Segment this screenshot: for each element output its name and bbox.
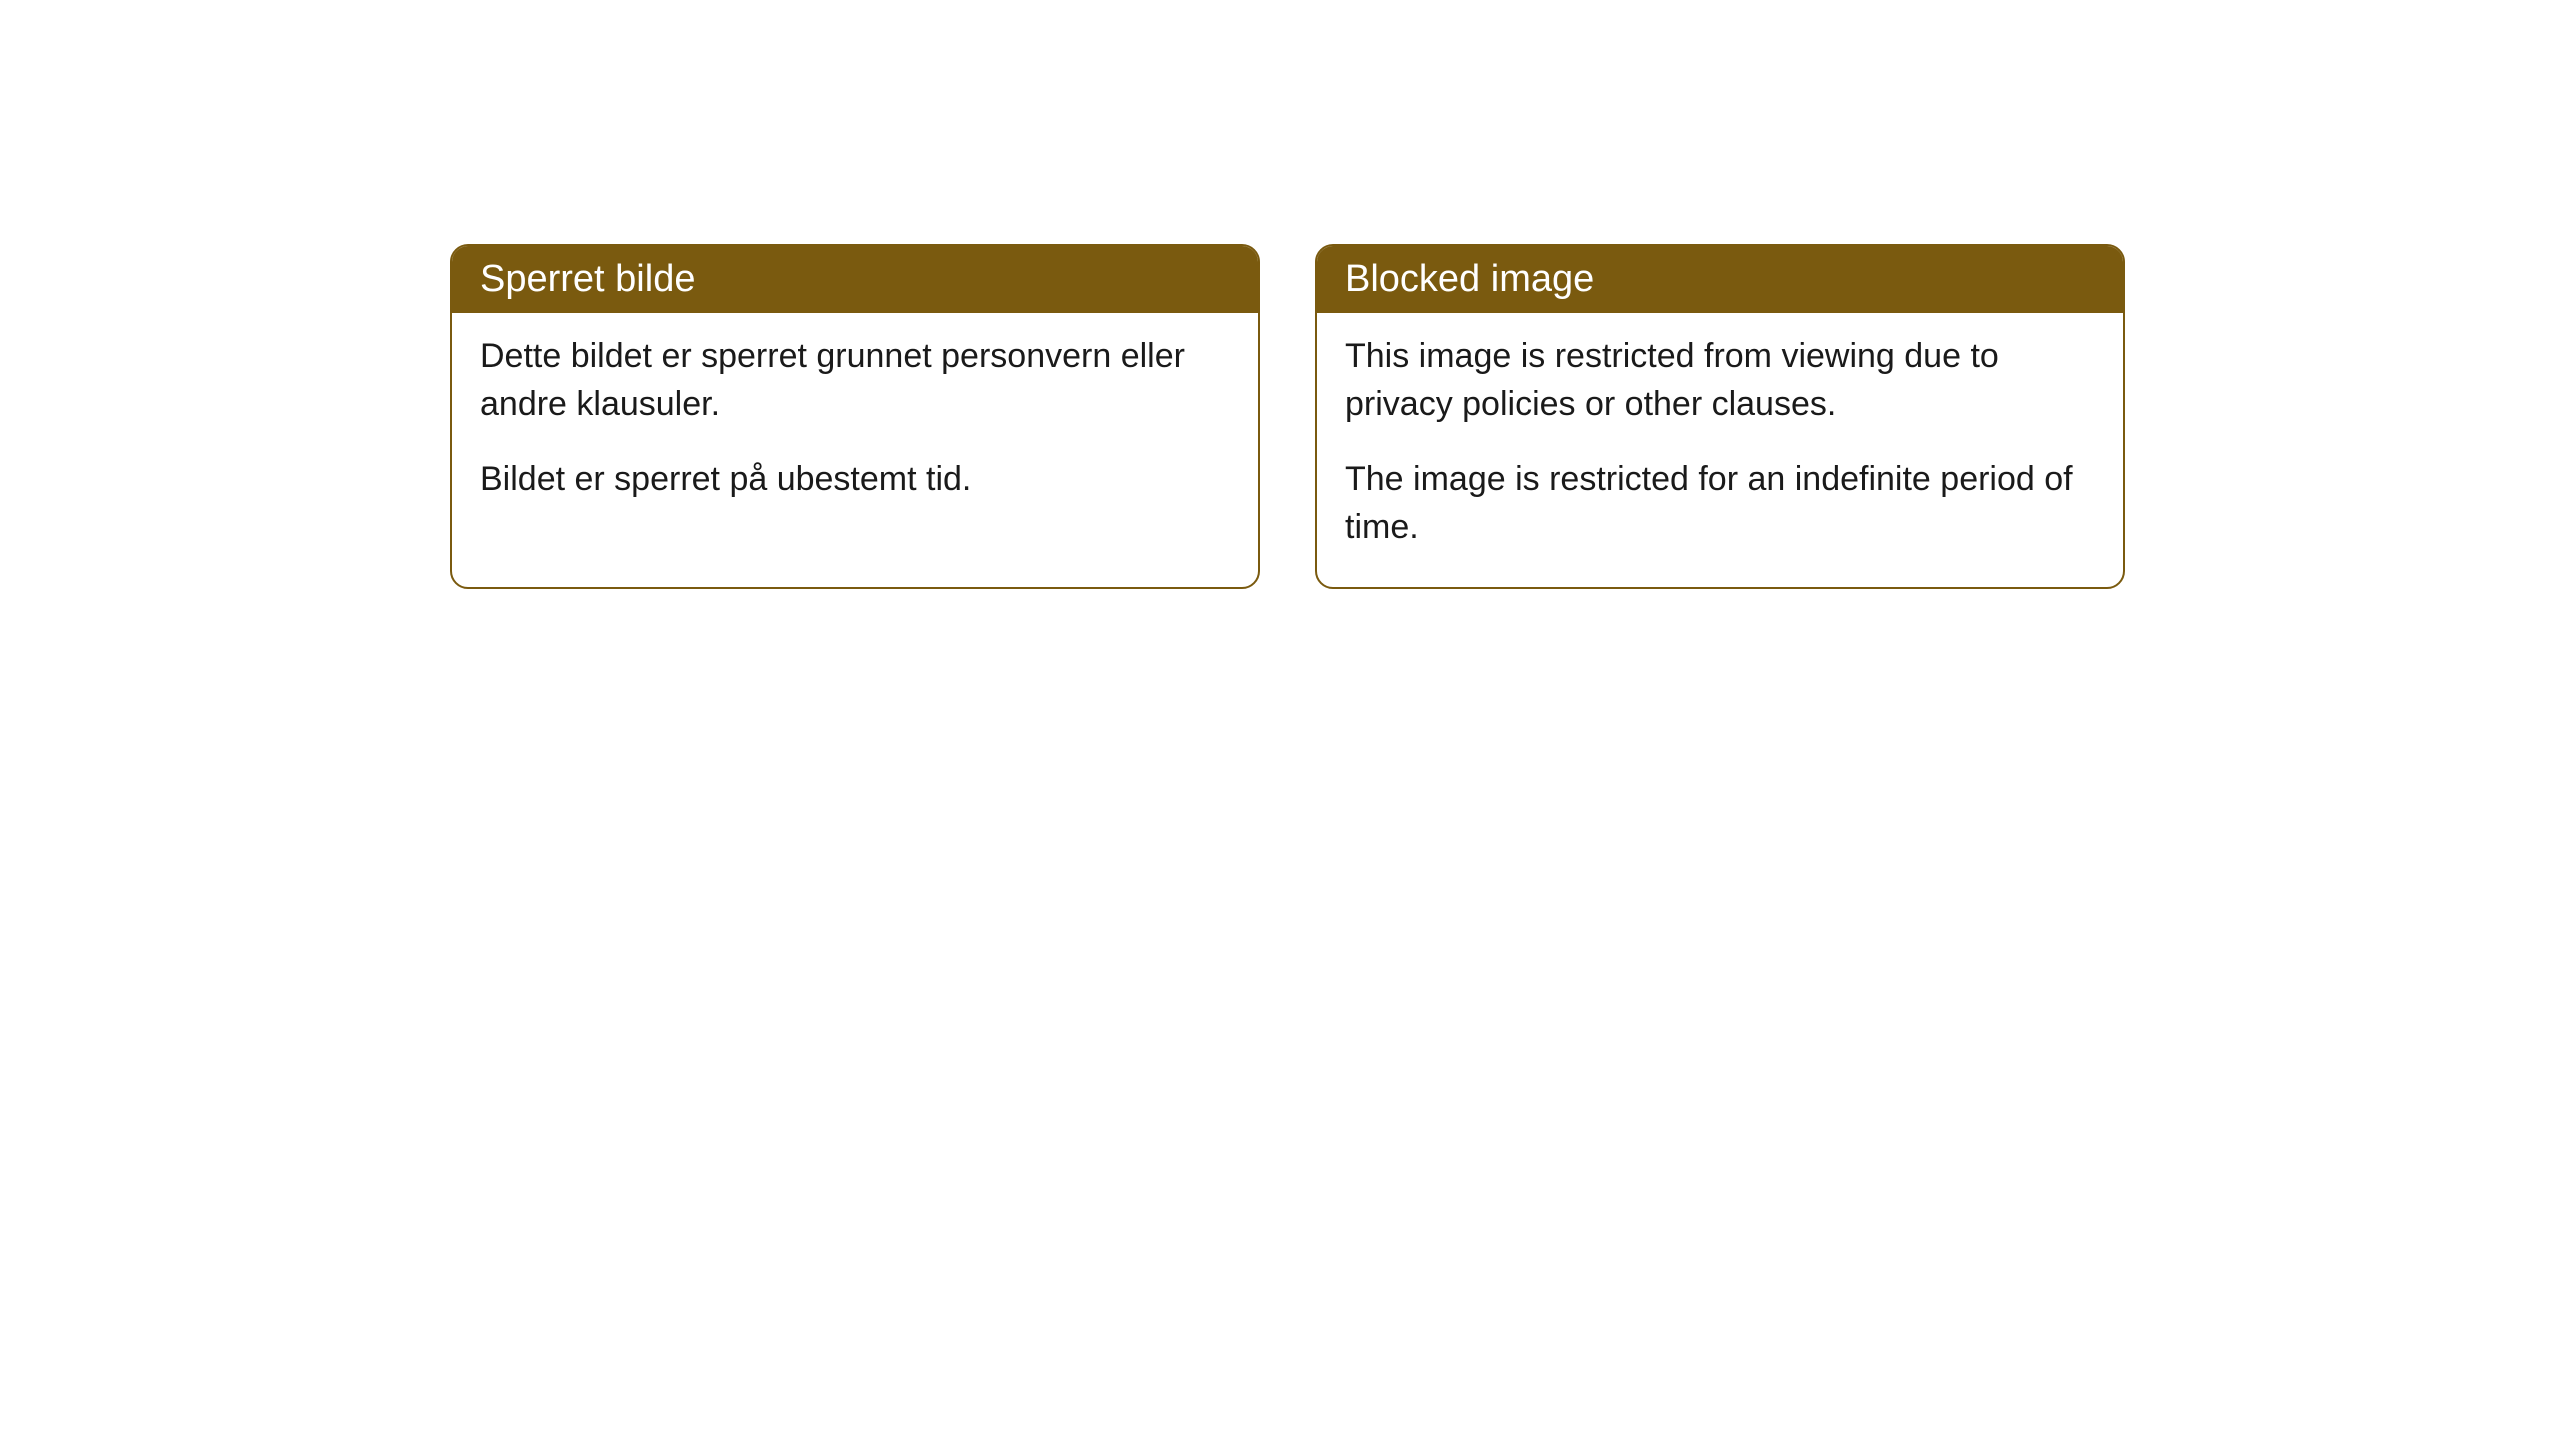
card-paragraph: Bildet er sperret på ubestemt tid.	[480, 456, 1230, 504]
card-paragraph: Dette bildet er sperret grunnet personve…	[480, 333, 1230, 428]
card-title: Sperret bilde	[480, 258, 695, 300]
card-body: This image is restricted from viewing du…	[1317, 313, 2123, 587]
card-title: Blocked image	[1345, 258, 1594, 300]
info-cards-container: Sperret bilde Dette bildet er sperret gr…	[450, 244, 2125, 589]
card-header: Sperret bilde	[452, 246, 1258, 313]
blocked-image-card-en: Blocked image This image is restricted f…	[1315, 244, 2125, 589]
card-body: Dette bildet er sperret grunnet personve…	[452, 313, 1258, 540]
card-paragraph: This image is restricted from viewing du…	[1345, 333, 2095, 428]
card-paragraph: The image is restricted for an indefinit…	[1345, 456, 2095, 551]
blocked-image-card-no: Sperret bilde Dette bildet er sperret gr…	[450, 244, 1260, 589]
card-header: Blocked image	[1317, 246, 2123, 313]
